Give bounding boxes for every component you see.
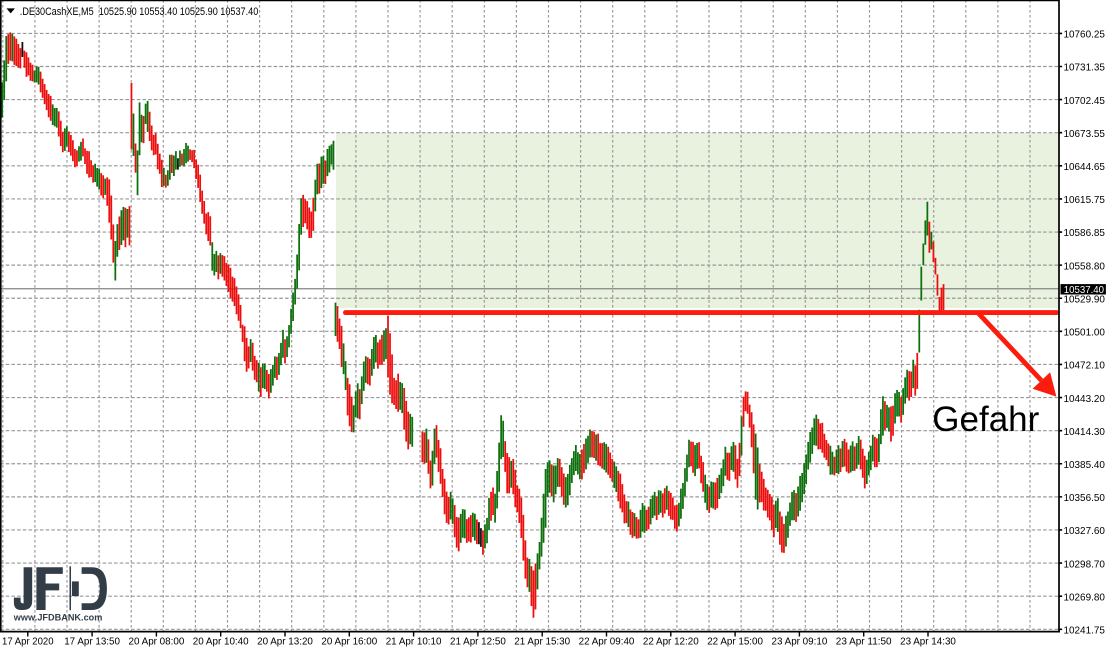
svg-text:22 Apr 09:40: 22 Apr 09:40 bbox=[579, 637, 635, 648]
svg-text:10529.90: 10529.90 bbox=[1064, 294, 1106, 305]
svg-text:10327.60: 10327.60 bbox=[1064, 526, 1106, 537]
svg-text:10269.80: 10269.80 bbox=[1064, 592, 1106, 603]
svg-text:Gefahr: Gefahr bbox=[932, 399, 1039, 439]
svg-text:www.JFDBANK.com: www.JFDBANK.com bbox=[13, 612, 103, 622]
svg-text:10414.30: 10414.30 bbox=[1064, 427, 1106, 438]
svg-text:10731.35: 10731.35 bbox=[1064, 63, 1106, 74]
svg-text:20 Apr 16:00: 20 Apr 16:00 bbox=[321, 637, 377, 648]
svg-text:21 Apr 10:10: 21 Apr 10:10 bbox=[386, 637, 442, 648]
svg-text:10702.45: 10702.45 bbox=[1064, 96, 1106, 107]
svg-text:10760.25: 10760.25 bbox=[1064, 30, 1106, 41]
svg-text:17 Apr 2020: 17 Apr 2020 bbox=[2, 637, 54, 648]
svg-text:23 Apr 14:30: 23 Apr 14:30 bbox=[900, 637, 956, 648]
svg-text:10615.75: 10615.75 bbox=[1064, 195, 1106, 206]
svg-text:23 Apr 11:50: 23 Apr 11:50 bbox=[836, 637, 892, 648]
svg-text:20 Apr 08:00: 20 Apr 08:00 bbox=[129, 637, 185, 648]
svg-text:10241.75: 10241.75 bbox=[1064, 626, 1106, 637]
svg-text:10501.00: 10501.00 bbox=[1064, 328, 1106, 339]
svg-text:10558.80: 10558.80 bbox=[1064, 261, 1106, 272]
svg-text:17 Apr 13:50: 17 Apr 13:50 bbox=[64, 637, 120, 648]
svg-text:21 Apr 15:30: 21 Apr 15:30 bbox=[514, 637, 570, 648]
svg-text:10673.55: 10673.55 bbox=[1064, 129, 1106, 140]
svg-text:22 Apr 12:20: 22 Apr 12:20 bbox=[643, 637, 699, 648]
svg-text:10385.40: 10385.40 bbox=[1064, 460, 1106, 471]
svg-text:20 Apr 13:20: 20 Apr 13:20 bbox=[257, 637, 313, 648]
svg-text:22 Apr 15:00: 22 Apr 15:00 bbox=[707, 637, 763, 648]
svg-text:10356.50: 10356.50 bbox=[1064, 493, 1106, 504]
svg-text:10586.85: 10586.85 bbox=[1064, 228, 1106, 239]
svg-text:10443.20: 10443.20 bbox=[1064, 394, 1106, 405]
svg-text:21 Apr 12:50: 21 Apr 12:50 bbox=[450, 637, 506, 648]
svg-text:20 Apr 10:40: 20 Apr 10:40 bbox=[193, 637, 249, 648]
svg-text:10537.40: 10537.40 bbox=[1064, 285, 1104, 296]
svg-text:10472.10: 10472.10 bbox=[1064, 361, 1106, 372]
svg-text:.DE30CashXE,M5 10525.90 10553: .DE30CashXE,M5 10525.90 10553.40 10525.9… bbox=[20, 6, 259, 18]
svg-text:10298.70: 10298.70 bbox=[1064, 559, 1106, 570]
svg-text:23 Apr 09:10: 23 Apr 09:10 bbox=[772, 637, 828, 648]
svg-text:10644.65: 10644.65 bbox=[1064, 162, 1106, 173]
